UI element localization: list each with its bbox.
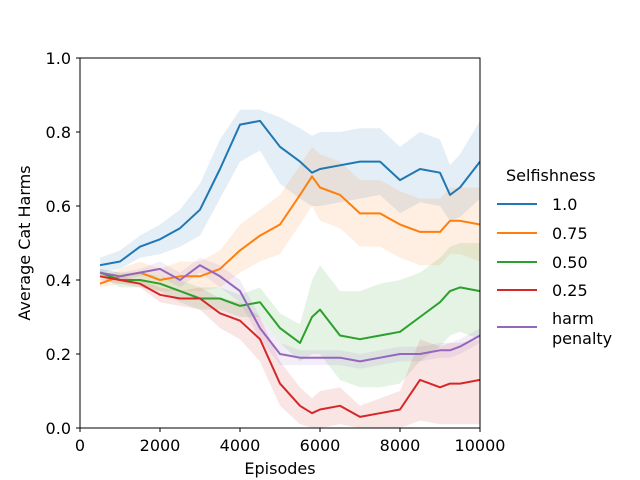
band-series-3 bbox=[100, 272, 480, 428]
legend-entry-label: 0.25 bbox=[552, 281, 588, 300]
y-tick-label: 1.0 bbox=[46, 49, 71, 68]
x-tick-label: 10000 bbox=[455, 436, 506, 455]
x-axis-ticks: 0 2000 4000 6000 8000 10000 bbox=[75, 428, 506, 455]
band-series-1 bbox=[100, 146, 480, 292]
x-tick-label: 0 bbox=[75, 436, 85, 455]
line-series-2 bbox=[99, 271, 481, 344]
x-tick-label: 2000 bbox=[140, 436, 181, 455]
x-tick-label: 4000 bbox=[220, 436, 261, 455]
series-lines bbox=[99, 119, 481, 418]
y-tick-label: 0.6 bbox=[46, 197, 71, 216]
y-axis-label: Average Cat Harms bbox=[15, 165, 34, 320]
line-series-4 bbox=[99, 264, 481, 363]
legend-entry-label: 1.0 bbox=[552, 195, 577, 214]
y-tick-label: 0.0 bbox=[46, 419, 71, 438]
y-tick-label: 0.8 bbox=[46, 123, 71, 142]
line-series-0 bbox=[99, 119, 481, 267]
line-series-3 bbox=[99, 275, 481, 418]
legend-entry-label: 0.50 bbox=[552, 253, 588, 272]
legend: Selfishness 1.0 0.75 0.50 0.25 harm penalty bbox=[497, 166, 612, 348]
band-series-4 bbox=[100, 257, 480, 369]
legend-entry-label: 0.75 bbox=[552, 224, 588, 243]
y-tick-label: 0.4 bbox=[46, 271, 71, 290]
x-axis-label: Episodes bbox=[244, 459, 315, 478]
confidence-bands bbox=[100, 109, 480, 428]
legend-entry-label: harm penalty bbox=[552, 309, 612, 348]
line-series-1 bbox=[99, 175, 481, 285]
x-tick-label: 6000 bbox=[300, 436, 341, 455]
legend-title: Selfishness bbox=[506, 166, 596, 185]
y-tick-label: 0.2 bbox=[46, 345, 71, 364]
band-series-2 bbox=[100, 243, 480, 388]
x-tick-label: 8000 bbox=[380, 436, 421, 455]
plot-frame bbox=[79, 57, 481, 429]
y-axis-ticks: 0.0 0.2 0.4 0.6 0.8 1.0 bbox=[46, 49, 80, 438]
band-series-0 bbox=[100, 109, 480, 273]
